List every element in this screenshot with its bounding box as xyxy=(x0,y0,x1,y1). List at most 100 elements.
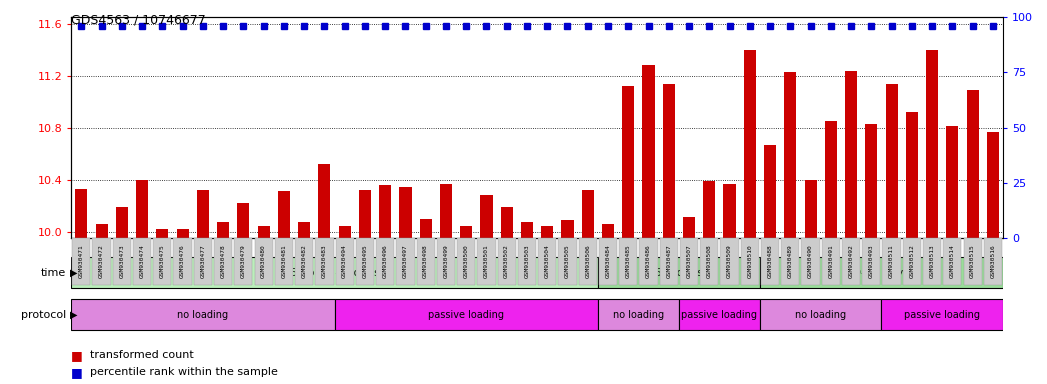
FancyBboxPatch shape xyxy=(194,238,211,285)
Text: GSM930488: GSM930488 xyxy=(767,244,773,278)
Text: ■: ■ xyxy=(71,349,83,362)
Text: time: time xyxy=(41,268,66,278)
FancyBboxPatch shape xyxy=(174,238,192,285)
Bar xyxy=(804,180,817,238)
FancyBboxPatch shape xyxy=(863,238,881,285)
FancyBboxPatch shape xyxy=(678,300,760,330)
Text: GSM930479: GSM930479 xyxy=(241,244,246,278)
Text: transformed count: transformed count xyxy=(90,350,194,360)
Text: GSM930514: GSM930514 xyxy=(950,244,955,278)
Bar xyxy=(845,71,857,238)
Bar xyxy=(561,220,574,238)
FancyBboxPatch shape xyxy=(598,257,760,288)
FancyBboxPatch shape xyxy=(984,238,1002,285)
Bar xyxy=(906,112,918,238)
Bar xyxy=(663,83,675,238)
Bar xyxy=(318,164,331,238)
Bar xyxy=(460,227,472,238)
Bar xyxy=(338,227,351,238)
FancyBboxPatch shape xyxy=(558,238,577,285)
Bar xyxy=(704,181,715,238)
Text: GSM930502: GSM930502 xyxy=(505,244,509,278)
Text: ■: ■ xyxy=(71,366,83,379)
Bar xyxy=(277,191,290,238)
Text: 9-14 days: 9-14 days xyxy=(854,268,909,278)
FancyBboxPatch shape xyxy=(963,238,982,285)
Text: GSM930508: GSM930508 xyxy=(707,244,712,278)
Bar xyxy=(865,124,877,238)
Text: GSM930513: GSM930513 xyxy=(930,244,935,278)
Bar xyxy=(177,229,188,238)
Bar xyxy=(217,222,229,238)
FancyBboxPatch shape xyxy=(335,238,354,285)
Text: passive loading: passive loading xyxy=(428,310,505,320)
FancyBboxPatch shape xyxy=(740,238,759,285)
Bar xyxy=(258,227,270,238)
FancyBboxPatch shape xyxy=(720,238,739,285)
Text: GSM930511: GSM930511 xyxy=(889,244,894,278)
FancyBboxPatch shape xyxy=(882,300,1003,330)
Text: passive loading: passive loading xyxy=(682,310,757,320)
Bar xyxy=(521,222,533,238)
FancyBboxPatch shape xyxy=(113,238,131,285)
Bar xyxy=(359,190,371,238)
FancyBboxPatch shape xyxy=(943,238,961,285)
FancyBboxPatch shape xyxy=(760,257,1003,288)
Text: GSM930489: GSM930489 xyxy=(787,244,793,278)
Text: protocol: protocol xyxy=(21,310,66,320)
FancyBboxPatch shape xyxy=(923,238,941,285)
FancyBboxPatch shape xyxy=(700,238,718,285)
Bar xyxy=(743,50,756,238)
Text: GSM930472: GSM930472 xyxy=(99,244,104,278)
FancyBboxPatch shape xyxy=(376,238,395,285)
FancyBboxPatch shape xyxy=(518,238,536,285)
Text: GSM930497: GSM930497 xyxy=(403,244,408,278)
Bar xyxy=(541,227,553,238)
Text: GSM930484: GSM930484 xyxy=(605,244,610,278)
FancyBboxPatch shape xyxy=(315,238,334,285)
FancyBboxPatch shape xyxy=(71,257,598,288)
Text: GSM930480: GSM930480 xyxy=(261,244,266,278)
Text: GSM930496: GSM930496 xyxy=(383,244,387,278)
Text: GSM930475: GSM930475 xyxy=(160,244,164,278)
Text: GSM930482: GSM930482 xyxy=(302,244,307,278)
Bar xyxy=(784,72,797,238)
Bar xyxy=(966,90,979,238)
FancyBboxPatch shape xyxy=(71,300,335,330)
Text: GSM930471: GSM930471 xyxy=(79,244,84,278)
FancyBboxPatch shape xyxy=(660,238,677,285)
Bar xyxy=(420,218,431,238)
Bar xyxy=(399,187,411,238)
Bar xyxy=(764,144,776,238)
FancyBboxPatch shape xyxy=(417,238,435,285)
Text: GSM930505: GSM930505 xyxy=(565,244,570,278)
FancyBboxPatch shape xyxy=(842,238,861,285)
FancyBboxPatch shape xyxy=(883,238,900,285)
FancyBboxPatch shape xyxy=(214,238,232,285)
Text: GSM930492: GSM930492 xyxy=(849,244,853,278)
FancyBboxPatch shape xyxy=(295,238,313,285)
Text: 6 hours - 4 days: 6 hours - 4 days xyxy=(290,268,379,278)
Text: GSM930474: GSM930474 xyxy=(139,244,144,278)
FancyBboxPatch shape xyxy=(92,238,111,285)
Bar xyxy=(481,195,492,238)
Text: GSM930477: GSM930477 xyxy=(200,244,205,278)
FancyBboxPatch shape xyxy=(254,238,273,285)
Bar xyxy=(987,132,999,238)
Bar xyxy=(197,190,209,238)
Text: GSM930481: GSM930481 xyxy=(282,244,287,278)
Bar xyxy=(298,222,310,238)
Text: passive loading: passive loading xyxy=(905,310,980,320)
FancyBboxPatch shape xyxy=(903,238,921,285)
Text: GSM930498: GSM930498 xyxy=(423,244,428,278)
Text: GSM930487: GSM930487 xyxy=(666,244,671,278)
Text: GSM930503: GSM930503 xyxy=(525,244,530,278)
FancyBboxPatch shape xyxy=(801,238,820,285)
Text: percentile rank within the sample: percentile rank within the sample xyxy=(90,367,277,377)
Text: GSM930516: GSM930516 xyxy=(990,244,996,278)
Bar xyxy=(136,180,149,238)
FancyBboxPatch shape xyxy=(680,238,698,285)
Text: no loading: no loading xyxy=(177,310,228,320)
FancyBboxPatch shape xyxy=(781,238,800,285)
Text: GSM930491: GSM930491 xyxy=(828,244,833,278)
